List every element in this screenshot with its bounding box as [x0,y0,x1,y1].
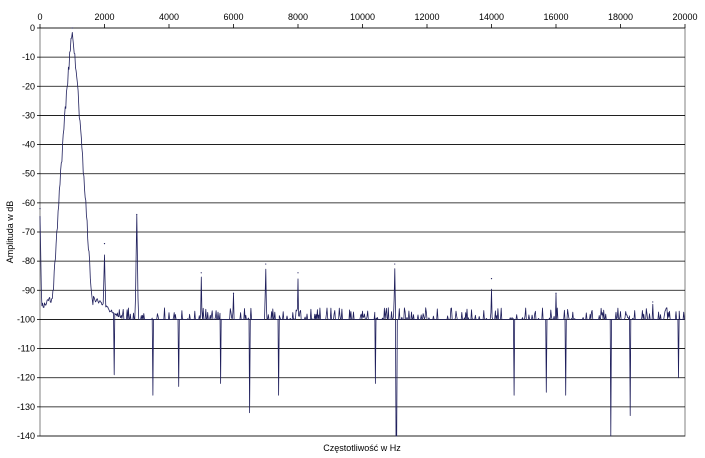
y-tick-label: -80 [22,256,35,266]
spectrum-peak-point [265,263,267,265]
y-tick-label: -130 [17,402,35,412]
x-tick-label: 14000 [479,12,504,22]
x-tick-label: 8000 [288,12,308,22]
x-tick-label: 12000 [414,12,439,22]
y-tick-label: -110 [18,344,35,354]
y-tick-label: 0 [30,23,35,33]
y-tick-label: -100 [17,314,35,324]
x-tick-label: 20000 [672,12,697,22]
spectrum-line [39,32,685,437]
spectrum-peak-point [394,263,396,265]
x-tick-label: 6000 [223,12,243,22]
y-tick-label: -30 [22,110,35,120]
spectrum-peak-point [297,272,299,274]
y-tick-label: -140 [17,431,35,441]
x-tick-label: 0 [37,12,42,22]
spectrum-peak-point [555,292,557,294]
series-group [39,27,685,437]
x-tick-label: 18000 [608,12,633,22]
x-tick-label: 10000 [350,12,375,22]
y-tick-label: -10 [22,52,35,62]
grid-lines [40,27,685,437]
y-tick-label: -70 [22,227,35,237]
x-axis-title: Częstotliwość w Hz [323,443,401,453]
spectrum-peak-point [200,272,202,274]
x-axis-ticks: 0 2000 4000 6000 8000 10000 12000 14000 16000 180… [37,12,698,28]
y-tick-label: -40 [22,140,35,150]
y-tick-label: -60 [22,198,35,208]
spectrum-peak-point [39,208,41,210]
y-axis-ticks: 0 -10 -20 -30 -40 -50 -60 -70 -80 -90 -100 -110 -120… [17,23,40,441]
spectrum-peak-point [136,213,138,216]
y-tick-label: -20 [22,81,35,91]
spectrum-peak-point [71,27,73,29]
x-tick-label: 4000 [159,12,179,22]
y-axis-title: Amplituda w dB [5,201,15,264]
y-tick-label: -90 [22,285,35,295]
x-tick-label: 2000 [94,12,114,22]
spectrum-peak-point [232,292,235,294]
x-tick-label: 16000 [543,12,568,22]
spectrum-peak-point [490,278,493,280]
y-tick-label: -120 [17,373,35,383]
spectrum-peak-point [652,301,654,303]
spectrum-peak-point [103,243,106,245]
y-tick-label: -50 [22,169,35,179]
